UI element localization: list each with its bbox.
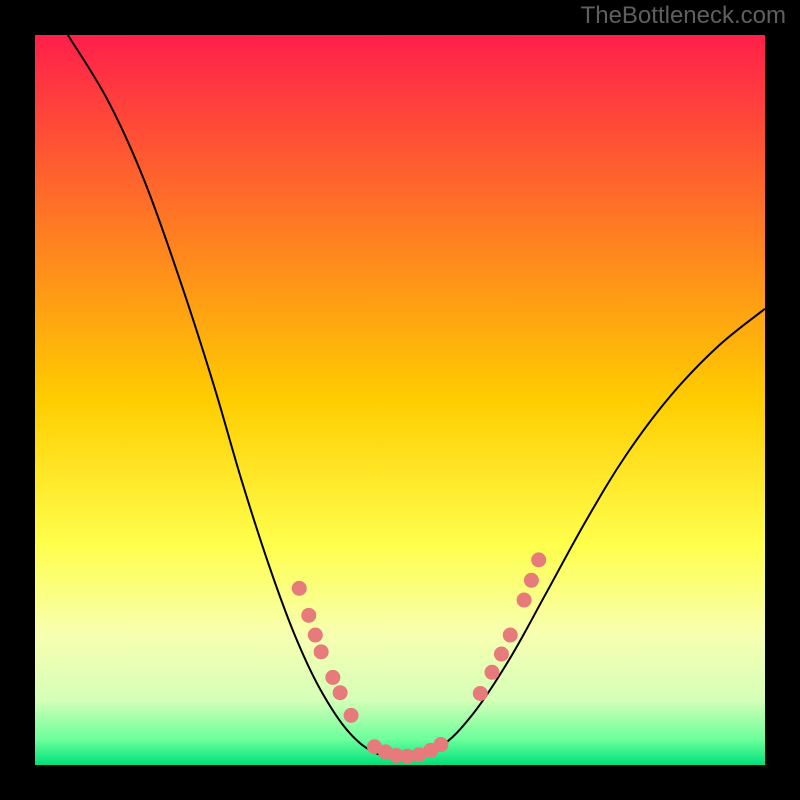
data-marker (333, 686, 347, 700)
bottleneck-v-chart (35, 35, 765, 765)
data-marker (524, 573, 538, 587)
data-marker (485, 665, 499, 679)
data-marker (494, 647, 508, 661)
watermark-label: TheBottleneck.com (581, 2, 786, 30)
data-marker (532, 553, 546, 567)
chart-plot-area (35, 35, 765, 765)
data-marker (302, 608, 316, 622)
data-marker (292, 581, 306, 595)
data-marker (473, 686, 487, 700)
data-marker (308, 628, 322, 642)
gradient-background (35, 35, 765, 765)
data-marker (503, 628, 517, 642)
outer-frame: TheBottleneck.com (0, 0, 800, 800)
data-marker (517, 593, 531, 607)
data-marker (326, 670, 340, 684)
data-marker (314, 645, 328, 659)
data-marker (344, 708, 358, 722)
data-marker (434, 738, 448, 752)
